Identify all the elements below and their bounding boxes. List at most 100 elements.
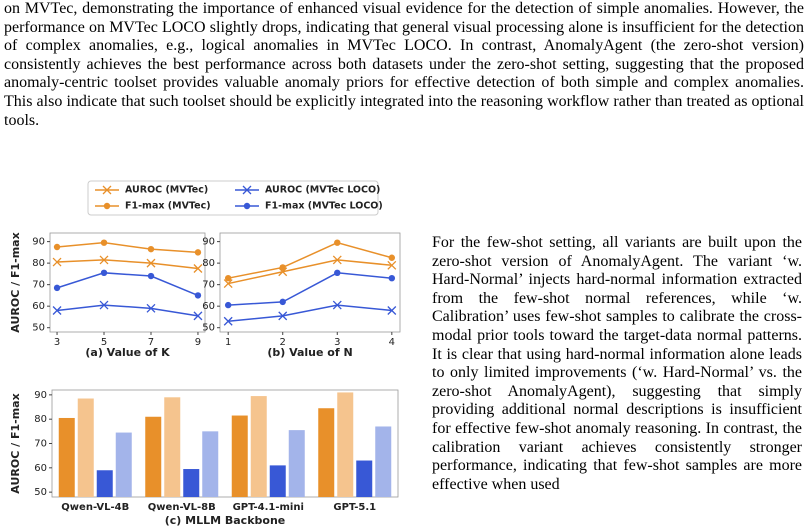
legend-frame [87, 180, 379, 216]
x-tick-label: 3 [334, 337, 340, 348]
bar [375, 426, 392, 497]
x-tick-label: 2 [280, 337, 286, 348]
y-axis-label: AUROC / F1-max [9, 232, 22, 332]
paragraph: For the few-shot setting, all variants a… [432, 234, 802, 493]
bar [250, 396, 267, 497]
y-tick-label: 70 [32, 280, 45, 291]
point [224, 274, 232, 282]
paragraph: on MVTec, demonstrating the importance o… [4, 0, 804, 129]
bar [288, 430, 305, 497]
point [99, 300, 109, 310]
y-tick-label: 90 [34, 390, 47, 401]
y-tick-label: 70 [202, 280, 215, 291]
series-line [228, 259, 392, 285]
point [332, 300, 342, 310]
bar [337, 392, 354, 497]
x-axis-label: (b) Value of N [267, 346, 352, 359]
y-tick-label: 60 [202, 301, 215, 312]
y-tick-label: 60 [34, 463, 47, 474]
point [387, 260, 397, 270]
x-tick-label: 5 [101, 337, 107, 348]
y-tick-label: 80 [32, 258, 45, 269]
legend-marker [243, 202, 251, 210]
legend-label: AUROC (MVTec) [125, 185, 208, 196]
plot-frame [49, 232, 206, 333]
bar [96, 470, 113, 497]
y-tick-label: 50 [34, 487, 47, 498]
bar [202, 431, 219, 497]
series-line [56, 272, 199, 297]
y-tick-label: 90 [32, 237, 45, 248]
bar [231, 415, 248, 497]
bar [164, 397, 181, 497]
x-tick-label: 4 [389, 337, 395, 348]
point [194, 249, 202, 256]
x-axis-label: (a) Value of K [85, 346, 170, 359]
y-tick-label: 50 [202, 323, 215, 334]
point [279, 264, 286, 271]
x-tick-label: 1 [225, 337, 231, 348]
series-line [56, 304, 199, 317]
point [224, 301, 232, 309]
point [100, 269, 108, 277]
point [146, 258, 156, 268]
series-line [57, 259, 199, 270]
point [53, 284, 61, 292]
legend-marker [102, 185, 112, 195]
x-axis-label: (c) MLLM Backbone [165, 514, 286, 527]
point [388, 274, 396, 282]
y-tick-label: 80 [34, 414, 47, 425]
point [278, 311, 288, 321]
point [194, 292, 202, 299]
point [223, 316, 233, 326]
y-tick-label: 80 [202, 258, 215, 269]
point [52, 306, 62, 315]
point [387, 306, 397, 315]
legend-label: F1-max (MVTec LOCO) [265, 201, 383, 212]
y-axis-label: AUROC / F1-max [9, 393, 22, 493]
x-tick-label: Qwen-VL-8B [148, 502, 216, 513]
point [52, 257, 62, 267]
point [146, 303, 156, 313]
legend-label: F1-max (MVTec) [125, 201, 211, 212]
point [334, 239, 341, 246]
bar [115, 432, 132, 497]
bar [58, 417, 75, 497]
bar [77, 398, 94, 497]
x-tick-label: 9 [195, 337, 201, 348]
x-tick-label: GPT-5.1 [333, 502, 376, 513]
y-tick-label: 70 [34, 439, 47, 450]
point [147, 272, 155, 280]
point [279, 298, 286, 306]
bar [318, 408, 335, 497]
point [99, 255, 109, 265]
y-tick-label: 50 [32, 323, 45, 334]
legend-marker [242, 185, 252, 195]
series-line [56, 241, 199, 254]
point [193, 311, 203, 321]
series-line [228, 241, 393, 279]
point [193, 264, 203, 273]
legend-label: AUROC (MVTec LOCO) [265, 185, 380, 196]
point [100, 239, 108, 246]
bar [269, 465, 286, 497]
y-tick-label: 60 [32, 301, 45, 312]
point [53, 243, 61, 251]
point [147, 245, 155, 253]
x-tick-label: 7 [148, 337, 154, 348]
point [332, 255, 342, 265]
plot-frame [219, 232, 401, 333]
x-tick-label: Qwen-VL-4B [61, 502, 129, 513]
series-line [228, 304, 392, 322]
bar [183, 469, 200, 497]
y-tick-label: 90 [202, 237, 215, 248]
point [388, 254, 396, 261]
point [334, 269, 341, 277]
bar [356, 460, 373, 497]
x-tick-label: 3 [54, 337, 60, 348]
series-line [228, 272, 392, 306]
bar [145, 416, 162, 497]
point [223, 279, 233, 289]
